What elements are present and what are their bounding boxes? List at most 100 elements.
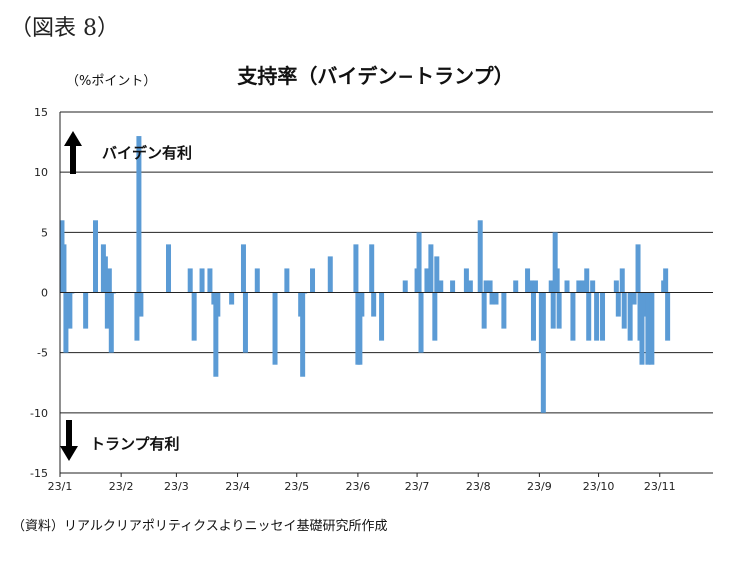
bar bbox=[487, 280, 493, 293]
bar bbox=[570, 292, 576, 341]
bar bbox=[631, 292, 637, 305]
bar bbox=[576, 280, 582, 293]
bar bbox=[106, 268, 112, 293]
bar bbox=[489, 292, 495, 305]
bar bbox=[67, 292, 73, 329]
annotation-trump-advantage: トランプ有利 bbox=[90, 435, 180, 453]
y-axis-unit-label: （%ポイント） bbox=[66, 74, 157, 89]
x-tick-label: 23/4 bbox=[225, 480, 250, 493]
y-tick-label: 15 bbox=[34, 106, 48, 119]
bar bbox=[229, 292, 235, 305]
bar bbox=[213, 292, 219, 377]
x-tick-label: 23/5 bbox=[284, 480, 309, 493]
bar bbox=[532, 280, 538, 293]
bar bbox=[438, 280, 444, 293]
bar bbox=[434, 256, 440, 293]
bar bbox=[613, 280, 619, 293]
bar bbox=[402, 280, 408, 293]
bar bbox=[584, 268, 590, 293]
bar bbox=[556, 292, 562, 329]
bar bbox=[450, 280, 456, 293]
annotation-biden-advantage: バイデン有利 bbox=[102, 144, 192, 162]
bar bbox=[619, 268, 625, 293]
x-tick-labels: 23/1 23/2 23/3 23/4 23/5 23/6 23/7 23/8 23/9 23/1… bbox=[48, 473, 676, 493]
bar bbox=[552, 232, 558, 293]
y-tick-label: -5 bbox=[37, 347, 48, 360]
arrow-up-icon bbox=[64, 131, 82, 174]
bar bbox=[529, 280, 535, 293]
bar bbox=[525, 268, 531, 293]
bar bbox=[215, 292, 221, 317]
bar bbox=[639, 292, 645, 365]
bar bbox=[493, 292, 499, 305]
bar bbox=[615, 292, 621, 317]
bar bbox=[187, 268, 193, 293]
bar bbox=[424, 268, 430, 293]
bar bbox=[621, 292, 627, 329]
bar bbox=[418, 292, 424, 353]
bar bbox=[428, 244, 434, 293]
y-tick-label: -15 bbox=[30, 467, 48, 480]
x-tick-label: 23/6 bbox=[346, 480, 371, 493]
bar bbox=[61, 244, 67, 293]
bar bbox=[310, 268, 316, 293]
bar bbox=[108, 292, 114, 353]
chart-title: 支持率（バイデン−トランプ） bbox=[237, 64, 514, 88]
annotations: バイデン有利 トランプ有利 bbox=[60, 131, 192, 461]
bar bbox=[199, 268, 205, 293]
bar bbox=[580, 280, 586, 293]
x-tick-label: 23/11 bbox=[644, 480, 676, 493]
x-tick-label: 23/10 bbox=[583, 480, 615, 493]
bar bbox=[663, 268, 669, 293]
bar bbox=[594, 292, 600, 341]
bar bbox=[359, 292, 365, 317]
bar bbox=[481, 292, 487, 329]
bar bbox=[548, 280, 554, 293]
bar bbox=[272, 292, 278, 365]
bar bbox=[207, 268, 213, 293]
bar bbox=[540, 292, 546, 413]
bar bbox=[432, 292, 438, 341]
bar bbox=[138, 292, 144, 317]
bar bbox=[284, 268, 290, 293]
bar bbox=[550, 292, 556, 329]
bar bbox=[600, 292, 606, 341]
figure-label: （図表 8） bbox=[10, 16, 119, 41]
bar bbox=[649, 292, 655, 365]
bar bbox=[357, 292, 363, 365]
axes bbox=[59, 112, 713, 474]
bar bbox=[477, 220, 483, 293]
bar bbox=[645, 292, 651, 365]
bar bbox=[369, 244, 375, 293]
bar bbox=[554, 268, 560, 293]
bar bbox=[134, 292, 140, 341]
x-tick-label: 23/7 bbox=[405, 480, 430, 493]
bar bbox=[463, 268, 469, 293]
bar bbox=[564, 280, 570, 293]
bar bbox=[586, 292, 592, 341]
bar bbox=[300, 292, 306, 377]
y-tick-label: 5 bbox=[41, 226, 48, 239]
x-tick-label: 23/8 bbox=[466, 480, 491, 493]
bars bbox=[59, 136, 671, 413]
x-tick-label: 23/9 bbox=[527, 480, 552, 493]
source-note: （資料）リアルクリアポリティクスよりニッセイ基礎研究所作成 bbox=[12, 519, 388, 534]
y-tick-label: 0 bbox=[41, 287, 48, 300]
bar bbox=[104, 292, 110, 329]
bar bbox=[590, 280, 596, 293]
bar bbox=[327, 256, 333, 293]
bar bbox=[242, 292, 248, 353]
bar bbox=[627, 292, 633, 341]
arrow-down-icon bbox=[60, 420, 78, 461]
y-tick-labels: 15 10 5 0 -5 -10 -15 bbox=[30, 106, 48, 480]
bar bbox=[93, 220, 99, 293]
bar bbox=[501, 292, 507, 329]
bar bbox=[379, 292, 385, 341]
x-tick-label: 23/3 bbox=[164, 480, 189, 493]
x-tick-label: 23/1 bbox=[48, 480, 73, 493]
bar bbox=[191, 292, 197, 341]
bar bbox=[467, 280, 473, 293]
bar bbox=[371, 292, 377, 317]
bar bbox=[166, 244, 172, 293]
